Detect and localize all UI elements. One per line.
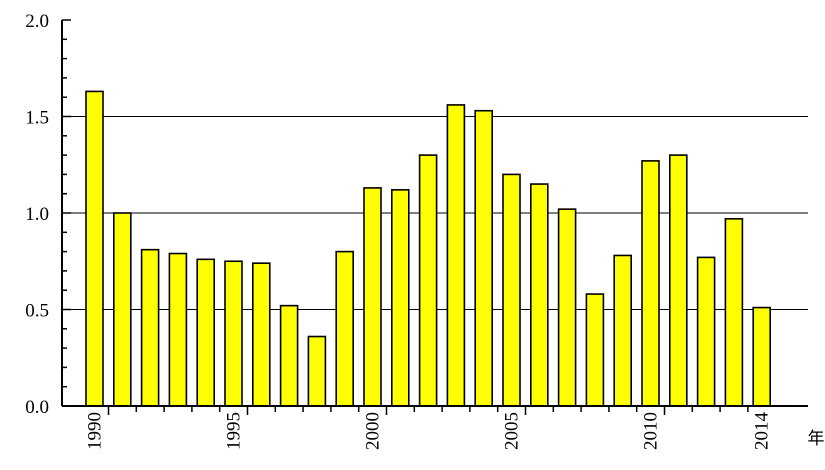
bar-1990 (85, 90, 104, 407)
bars (85, 90, 772, 407)
y-tick-label: 1.5 (25, 108, 49, 129)
y-tick-label: 0.0 (25, 397, 49, 418)
bar-2000 (363, 187, 382, 407)
bar-1995 (224, 260, 243, 407)
bar-1991 (113, 212, 132, 407)
y-tick-label: 2.0 (25, 11, 49, 32)
x-axis-ticks: 1990 1995 2000 2005 2010 2014 (85, 406, 773, 450)
x-tick-label: 2014 (752, 412, 773, 451)
bar-2006 (529, 183, 549, 407)
x-tick-label: 1990 (85, 412, 106, 450)
y-tick-label: 1.0 (25, 204, 49, 225)
bar-2012 (696, 256, 716, 407)
bar-2009 (613, 254, 633, 407)
x-axis-label: 年 (808, 429, 825, 449)
bar-1999 (335, 250, 355, 407)
bar-1998 (307, 335, 327, 407)
bar-1992 (140, 248, 160, 407)
bar-2011 (668, 154, 688, 407)
bar-2013 (724, 217, 744, 407)
bar-2003 (446, 104, 466, 407)
y-tick-label: 0.5 (25, 301, 49, 322)
bar-1994 (196, 258, 215, 407)
bar-2004 (474, 109, 494, 407)
bar-2007 (557, 208, 577, 407)
bar-1993 (168, 252, 188, 407)
x-tick-label: 1995 (224, 412, 245, 450)
x-tick-label: 2000 (363, 412, 384, 450)
bar-2008 (585, 293, 605, 407)
x-tick-label: 2010 (641, 412, 662, 450)
bar-2014 (752, 306, 772, 407)
x-tick-label: 2005 (502, 412, 523, 450)
bar-2001 (390, 189, 410, 407)
bar-1996 (252, 262, 271, 407)
bar-2002 (418, 154, 438, 407)
bar-2010 (641, 160, 660, 407)
y-axis-ticks: 0.0 0.5 1.0 1.5 2.0 (25, 11, 71, 418)
bar-2005 (502, 173, 521, 407)
bar-1997 (279, 304, 299, 407)
